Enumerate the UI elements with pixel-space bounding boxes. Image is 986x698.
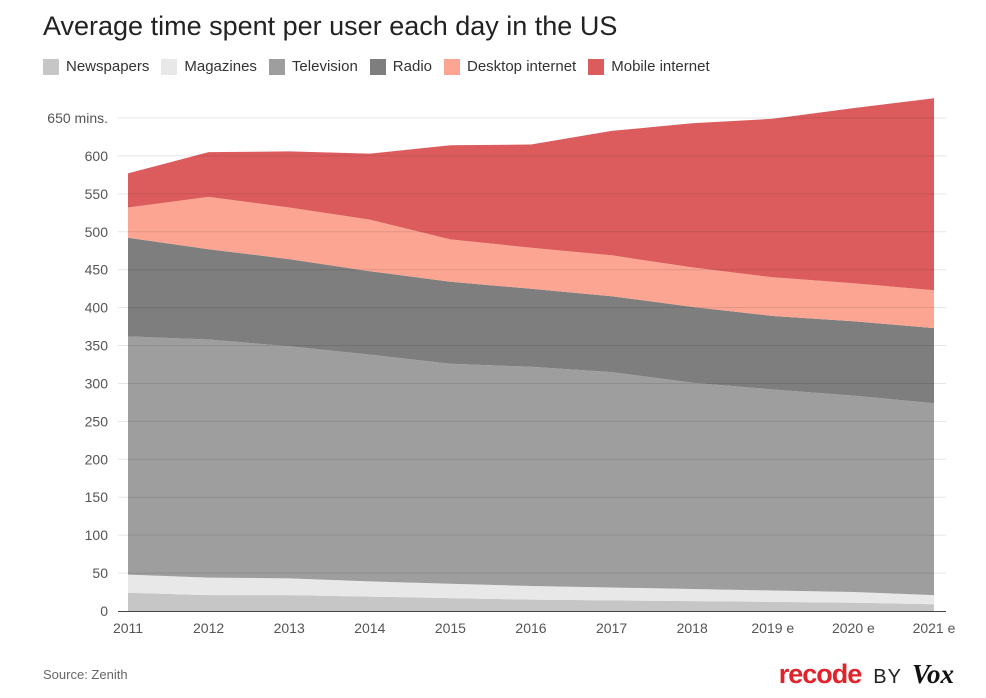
y-tick-label: 650 mins. <box>47 110 108 126</box>
legend-swatch <box>369 58 386 75</box>
y-tick-label: 400 <box>85 300 109 316</box>
y-tick-label: 200 <box>85 451 109 467</box>
y-tick-label: 450 <box>85 262 109 278</box>
legend-item: Mobile internet <box>588 58 710 75</box>
x-tick-label: 2018 <box>677 620 708 636</box>
y-tick-label: 100 <box>85 527 109 543</box>
y-tick-label: 500 <box>85 224 109 240</box>
x-tick-label: 2013 <box>274 620 305 636</box>
y-tick-label: 350 <box>85 338 109 354</box>
y-tick-label: 600 <box>85 148 109 164</box>
area-television <box>128 336 934 596</box>
x-tick-label: 2011 <box>113 620 143 636</box>
x-tick-label: 2012 <box>193 620 224 636</box>
source-note: Source: Zenith <box>43 667 128 682</box>
area-newspapers <box>128 592 934 611</box>
x-tick-label: 2014 <box>354 620 385 636</box>
area-radio <box>128 237 934 404</box>
x-tick-label: 2015 <box>435 620 466 636</box>
y-tick-label: 150 <box>85 489 109 505</box>
y-tick-label: 50 <box>92 565 108 581</box>
area-magazines <box>128 574 934 605</box>
legend-swatch <box>444 58 460 75</box>
y-tick-label: 300 <box>85 375 109 391</box>
x-tick-label: 2020 e <box>832 620 875 636</box>
brand-logo: recode BY Vox <box>779 659 954 690</box>
legend-label: Television <box>291 58 358 75</box>
legend-swatch <box>43 58 59 75</box>
area-mobile-internet <box>128 98 934 291</box>
x-tick-label: 2021 e <box>913 620 956 636</box>
legend-label: Newspapers <box>66 58 150 75</box>
legend-label: Magazines <box>184 58 257 75</box>
legend-swatch <box>268 58 285 75</box>
legend-label: Radio <box>392 58 432 75</box>
legend-item: Newspapers <box>43 58 149 75</box>
x-tick-label: 2019 e <box>751 620 794 636</box>
area-desktop-internet <box>128 196 934 329</box>
legend-item: Television <box>268 58 358 75</box>
recode-logo-text: recode <box>778 659 863 689</box>
x-tick-label: 2017 <box>596 620 627 636</box>
legend-label: Mobile internet <box>611 58 710 75</box>
y-tick-label: 550 <box>85 186 109 202</box>
legend-swatch <box>161 58 178 75</box>
chart-title: Average time spent per user each day in … <box>43 11 618 41</box>
legend-item: Magazines <box>161 58 257 75</box>
legend-label: Desktop internet <box>467 58 577 75</box>
y-tick-label: 0 <box>100 603 108 619</box>
legend-swatch <box>588 58 605 75</box>
legend-item: Desktop internet <box>444 58 576 75</box>
brand-by-text: BY <box>873 666 902 688</box>
legend-item: Radio <box>369 58 432 75</box>
legend: Newspapers Magazines Television Radio Deskto… <box>43 58 722 75</box>
y-tick-label: 250 <box>85 413 109 429</box>
stacked-area-chart: 0 50 100 150 200 250 300 350 400 450 500 550 600 650 … <box>47 98 956 636</box>
vox-logo-text: Vox <box>911 659 954 689</box>
x-tick-label: 2016 <box>515 620 546 636</box>
